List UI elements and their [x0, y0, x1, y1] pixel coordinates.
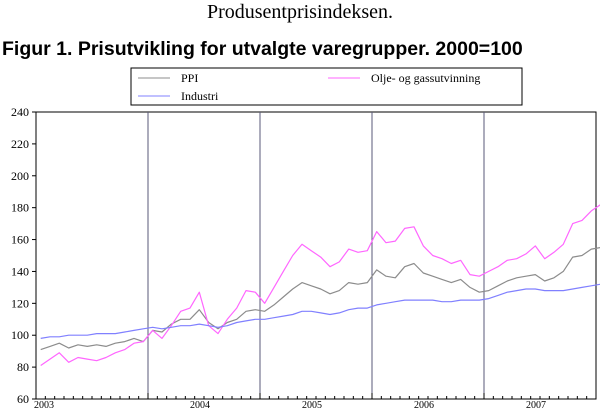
figure-title: Figur 1. Prisutvikling for utvalgte vare…	[2, 38, 523, 60]
legend-label-ppi: PPI	[181, 71, 198, 85]
xtick-label: 2005	[302, 400, 322, 409]
plot-area	[35, 111, 597, 400]
axis-layer: 60 80 100 120 140 160 180 200 220 240 2003 2004 2005…	[11, 105, 597, 409]
legend: PPI Olje- og gassutvinning Industri	[130, 67, 523, 106]
series-layer	[40, 204, 600, 366]
ytick-label: 140	[11, 264, 29, 278]
xtick-label: 2003	[34, 400, 54, 409]
legend-box	[130, 67, 523, 106]
ytick-label: 180	[11, 201, 29, 215]
ytick-label: 220	[11, 137, 29, 151]
legend-label-olje: Olje- og gassutvinning	[371, 71, 480, 85]
page-header: Produsentprisindeksen.	[206, 1, 394, 23]
ytick-label: 80	[17, 360, 29, 374]
legend-label-industri: Industri	[181, 89, 219, 103]
ytick-label: 100	[11, 328, 29, 342]
xtick-label: 2007	[526, 400, 546, 409]
ytick-label: 120	[11, 296, 29, 310]
series-line-ppi	[40, 247, 600, 351]
series-line-industri	[40, 283, 600, 339]
ytick-label: 200	[11, 169, 29, 183]
ytick-label: 60	[17, 392, 29, 406]
xtick-label: 2004	[190, 400, 210, 409]
series-line-olje-og-gassutvinning	[40, 204, 600, 366]
grid-layer	[147, 112, 485, 399]
ytick-label: 160	[11, 233, 29, 247]
xtick-label: 2006	[414, 400, 434, 409]
ytick-label: 240	[11, 105, 29, 119]
